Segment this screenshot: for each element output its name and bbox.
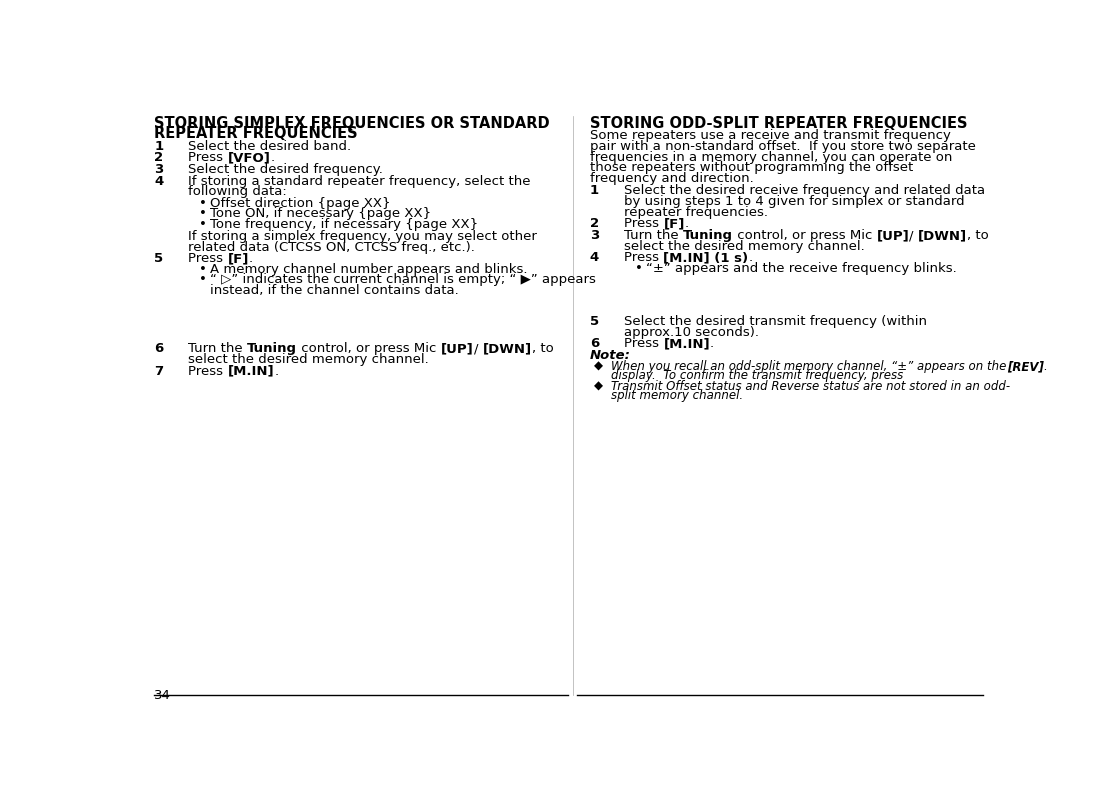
Text: [VFO]: [VFO] [227,151,271,165]
Text: Press: Press [624,337,663,350]
Text: instead, if the channel contains data.: instead, if the channel contains data. [210,284,459,297]
Text: When you recall an odd-split memory channel, “±” appears on the: When you recall an odd-split memory chan… [611,360,1007,373]
Text: Tuning: Tuning [247,343,297,356]
Text: [REV]: [REV] [1007,360,1044,373]
Text: If storing a simplex frequency, you may select other: If storing a simplex frequency, you may … [189,230,538,243]
Text: 2: 2 [590,217,599,230]
Text: “±” appears and the receive frequency blinks.: “±” appears and the receive frequency bl… [645,262,956,275]
Text: [UP]: [UP] [441,343,474,356]
Text: [F]: [F] [227,252,250,265]
Text: frequencies in a memory channel, you can operate on: frequencies in a memory channel, you can… [590,150,953,163]
Text: •: • [634,262,642,275]
Text: •: • [199,263,206,276]
Text: STORING ODD-SPLIT REPEATER FREQUENCIES: STORING ODD-SPLIT REPEATER FREQUENCIES [590,116,967,131]
Text: Select the desired receive frequency and related data: Select the desired receive frequency and… [624,184,986,197]
Text: ◆: ◆ [594,380,603,393]
Text: Offset direction {page XX}: Offset direction {page XX} [210,196,390,209]
Text: 5: 5 [590,315,599,328]
Text: 4: 4 [590,251,599,264]
Text: ◆: ◆ [594,360,603,373]
Text: /: / [909,229,918,242]
Text: 4: 4 [154,175,163,187]
Text: [UP]: [UP] [877,229,909,242]
Text: by using steps 1 to 4 given for simplex or standard: by using steps 1 to 4 given for simplex … [624,195,965,208]
Text: display.  To confirm the transmit frequency, press: display. To confirm the transmit frequen… [611,369,907,382]
Text: following data:: following data: [189,186,287,199]
Text: control, or press Mic: control, or press Mic [733,229,877,242]
Text: Tone ON, if necessary {page XX}: Tone ON, if necessary {page XX} [210,207,431,221]
Text: Select the desired transmit frequency (within: Select the desired transmit frequency (w… [624,315,927,328]
Text: control, or press Mic: control, or press Mic [297,343,441,356]
Text: REPEATER FREQUENCIES: REPEATER FREQUENCIES [154,126,358,141]
Text: Some repeaters use a receive and transmit frequency: Some repeaters use a receive and transmi… [590,129,950,142]
Text: 7: 7 [154,364,163,377]
Text: 6: 6 [154,343,163,356]
Text: •: • [199,196,206,209]
Text: Press: Press [189,364,227,377]
Text: Press: Press [189,151,227,165]
Text: 34: 34 [154,688,171,701]
Text: 2: 2 [154,151,163,165]
Text: “ ▷” indicates the current channel is empty; “ ▶” appears: “ ▷” indicates the current channel is em… [210,273,596,287]
Text: Select the desired frequency.: Select the desired frequency. [189,163,384,176]
Text: , to: , to [967,229,989,242]
Text: split memory channel.: split memory channel. [611,389,743,402]
Text: •: • [199,207,206,221]
Text: .: . [710,337,714,350]
Text: .: . [749,251,753,264]
Text: [M.IN]: [M.IN] [663,337,710,350]
Text: pair with a non-standard offset.  If you store two separate: pair with a non-standard offset. If you … [590,140,976,153]
Text: .: . [271,151,275,165]
Text: •: • [199,273,206,287]
Text: [DWN]: [DWN] [482,343,531,356]
Text: , to: , to [531,343,553,356]
Text: .: . [685,217,689,230]
Text: 1: 1 [590,184,599,197]
Text: Transmit Offset status and Reverse status are not stored in an odd-: Transmit Offset status and Reverse statu… [611,380,1010,393]
Text: .: . [1044,360,1047,373]
Text: select the desired memory channel.: select the desired memory channel. [189,353,429,366]
Text: .: . [274,364,278,377]
Text: 6: 6 [590,337,599,350]
Text: 3: 3 [590,229,599,242]
Text: 3: 3 [154,163,163,176]
Text: Select the desired band.: Select the desired band. [189,140,352,153]
Text: If storing a standard repeater frequency, select the: If storing a standard repeater frequency… [189,175,531,187]
Text: [DWN]: [DWN] [918,229,967,242]
Text: frequency and direction.: frequency and direction. [590,172,754,185]
Text: STORING SIMPLEX FREQUENCIES OR STANDARD: STORING SIMPLEX FREQUENCIES OR STANDARD [154,116,550,131]
Text: select the desired memory channel.: select the desired memory channel. [624,240,865,253]
Text: [F]: [F] [663,217,685,230]
Text: Turn the: Turn the [624,229,683,242]
Text: .: . [250,252,253,265]
Text: related data (CTCSS ON, CTCSS freq., etc.).: related data (CTCSS ON, CTCSS freq., etc… [189,241,476,254]
Text: approx.10 seconds).: approx.10 seconds). [624,326,760,339]
Text: Press: Press [624,217,663,230]
Text: Note:: Note: [590,349,631,362]
Text: repeater frequencies.: repeater frequencies. [624,206,769,219]
Text: [M.IN] (1 s): [M.IN] (1 s) [663,251,749,264]
Text: Turn the: Turn the [189,343,247,356]
Text: [M.IN]: [M.IN] [227,364,274,377]
Text: Tuning: Tuning [683,229,733,242]
Text: /: / [474,343,482,356]
Text: •: • [199,218,206,231]
Text: Tone frequency, if necessary {page XX}: Tone frequency, if necessary {page XX} [210,218,478,231]
Text: 1: 1 [154,140,163,153]
Text: 5: 5 [154,252,163,265]
Text: Press: Press [624,251,663,264]
Text: A memory channel number appears and blinks.: A memory channel number appears and blin… [210,263,528,276]
Text: those repeaters without programming the offset: those repeaters without programming the … [590,161,913,175]
Text: Press: Press [189,252,227,265]
